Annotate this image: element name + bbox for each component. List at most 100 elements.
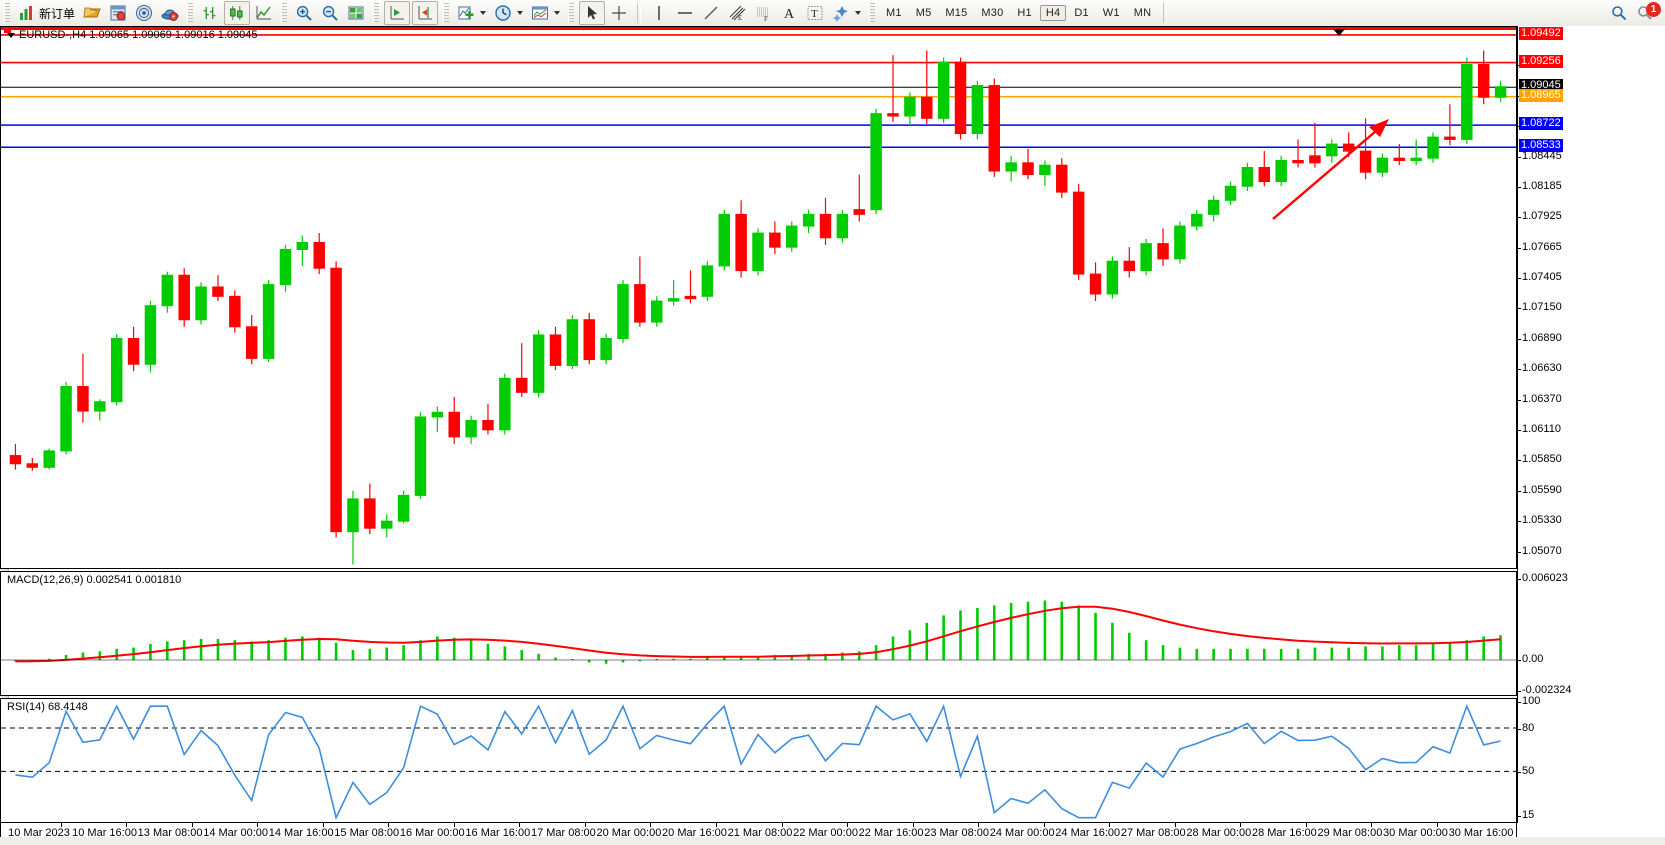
hline-button[interactable] (673, 2, 697, 24)
price-badge-pivot[interactable]: 1.08965 (1519, 88, 1563, 102)
templates-button[interactable] (528, 2, 563, 24)
candle (1258, 151, 1271, 187)
toolbar-grip[interactable] (4, 3, 10, 23)
candle (802, 209, 815, 234)
alerts-button[interactable]: 1 (1633, 2, 1661, 24)
price-pane[interactable]: EURUSD-,H4 1.09065 1.09069 1.09016 1.090… (0, 26, 1517, 569)
hat-icon (161, 9, 179, 21)
notification-badge[interactable]: 1 (1646, 2, 1661, 17)
time-tick-mark (1109, 823, 1111, 827)
auto-scroll-button[interactable] (384, 1, 411, 25)
candle (229, 290, 241, 333)
navigator-button[interactable] (132, 2, 156, 24)
candle (161, 271, 174, 313)
candle (583, 312, 595, 365)
timeframe-w1[interactable]: W1 (1102, 7, 1120, 19)
price-axis[interactable]: 1.092251.089651.087051.084451.081851.079… (1517, 26, 1657, 823)
price-tick: 1.07150 (1518, 301, 1562, 314)
data-window-button[interactable] (106, 2, 130, 24)
shift-end-icon (418, 6, 433, 20)
candlestick-chart-icon (230, 6, 243, 20)
candle (397, 490, 410, 524)
candle (1005, 155, 1017, 182)
crosshair-button[interactable] (607, 2, 631, 24)
candle (515, 343, 528, 398)
macd-pane[interactable]: MACD(12,26,9) 0.002541 0.001810 (0, 571, 1517, 696)
terminal-button[interactable] (80, 2, 104, 24)
timeframe-h1[interactable]: H1 (1017, 7, 1032, 19)
rsi-pane[interactable]: RSI(14) 68.4148 (0, 698, 1517, 823)
toolbar-grip-4[interactable] (373, 3, 380, 23)
collapse-icon[interactable] (7, 32, 15, 38)
price-badge-support[interactable]: 1.08722 (1519, 117, 1563, 131)
shapes-icon (833, 6, 849, 22)
timeframe-m15[interactable]: M15 (945, 7, 968, 19)
chevron-down-icon-2[interactable] (517, 11, 524, 15)
zoom-out-button[interactable] (318, 2, 342, 24)
candle (279, 244, 292, 292)
time-tick: 14 Mar 16:00 (268, 827, 334, 839)
time-tick-mark (650, 823, 652, 827)
objects-button[interactable] (829, 2, 864, 24)
time-tick: 17 Mar 08:00 (530, 827, 596, 839)
timeframe-h4[interactable]: H4 (1039, 5, 1067, 21)
candlestick-chart-button[interactable] (224, 1, 251, 25)
price-canvas[interactable] (1, 27, 1516, 568)
candle (634, 256, 646, 327)
chevron-down-icon[interactable] (480, 11, 487, 15)
trendline-button[interactable] (699, 2, 723, 24)
timeframe-m5[interactable]: M5 (915, 7, 932, 19)
candle (617, 279, 629, 344)
time-tick-mark (191, 823, 193, 827)
main-toolbar: 新订单 (0, 0, 1665, 27)
time-tick: 10 Mar 2023 (8, 827, 70, 839)
price-tick: 1.07405 (1518, 271, 1562, 284)
candle (296, 235, 309, 266)
toolbar-grip-2[interactable] (187, 3, 194, 23)
candle (1494, 80, 1507, 102)
folder-icon (83, 7, 101, 18)
timeframe-m1[interactable]: M1 (886, 7, 902, 19)
candle (1410, 139, 1422, 166)
time-tick: 22 Mar 16:00 (858, 827, 924, 839)
toolbar-grip-7[interactable] (869, 3, 876, 23)
price-badge-resistance[interactable]: 1.09256 (1519, 54, 1563, 68)
price-badge-support-bottom[interactable]: 1.08533 (1519, 139, 1563, 153)
candle (718, 209, 730, 271)
line-chart-button[interactable] (252, 2, 276, 24)
zoom-in-button[interactable] (292, 2, 316, 24)
chart-shift-end-button[interactable] (412, 1, 439, 25)
candle (414, 412, 427, 499)
text-label-button[interactable]: T (803, 2, 827, 24)
auto-trading-button[interactable] (158, 2, 182, 24)
indicators-button[interactable] (454, 2, 489, 24)
toolbar-grip-3[interactable] (281, 3, 288, 23)
scroll-right-icon (390, 6, 405, 20)
bar-chart-button[interactable] (198, 2, 222, 24)
toolbar-grip-5[interactable] (443, 3, 450, 23)
new-order-button[interactable]: 新订单 (15, 2, 78, 24)
timeframe-m30[interactable]: M30 (981, 7, 1004, 19)
price-tick: 1.05590 (1518, 483, 1562, 496)
channel-button[interactable]: E (725, 2, 749, 24)
periods-button[interactable] (491, 2, 526, 24)
cursor-button[interactable] (579, 1, 606, 25)
chevron-down-icon-3[interactable] (554, 11, 561, 15)
price-tick: 1.08185 (1518, 180, 1562, 192)
candle (600, 333, 612, 365)
candle (988, 78, 1001, 177)
toolbar-grip-6[interactable] (568, 3, 575, 23)
vline-button[interactable] (647, 2, 671, 24)
fibonacci-button[interactable]: F (751, 2, 775, 24)
candle (549, 326, 562, 371)
text-button[interactable]: A (777, 2, 801, 24)
timeframe-d1[interactable]: D1 (1074, 7, 1089, 19)
bar-chart-icon (203, 7, 216, 19)
search-button[interactable] (1607, 2, 1631, 24)
chart-shift-button[interactable] (344, 2, 368, 24)
timeframe-mn[interactable]: MN (1133, 7, 1152, 19)
chevron-down-icon-4[interactable] (855, 11, 862, 15)
price-badge-resistance-top[interactable]: 1.09492 (1519, 26, 1563, 40)
time-tick: 16 Mar 00:00 (399, 827, 465, 839)
candle (853, 174, 865, 222)
